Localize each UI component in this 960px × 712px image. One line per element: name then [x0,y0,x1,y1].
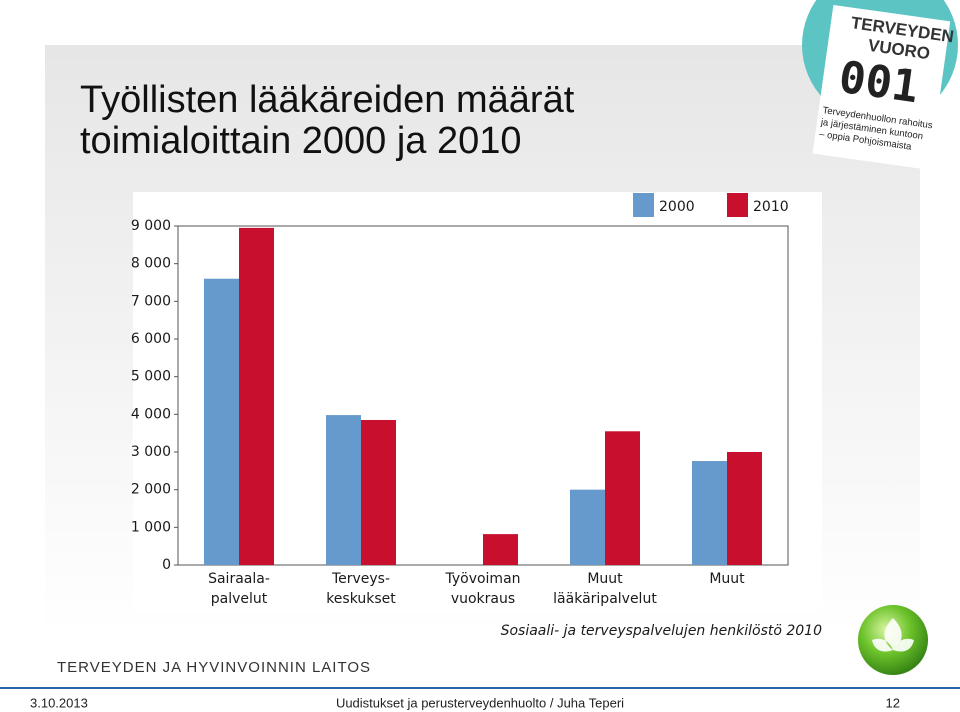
y-tick-label: 1 000 [131,519,171,535]
y-tick-label: 6 000 [131,331,171,347]
x-tick-label: Työvoiman vuokraus [444,571,520,607]
bar [692,461,727,565]
legend-swatch [633,193,654,217]
bar [361,419,396,565]
page-number: 12 [886,695,900,710]
chart-source: Sosiaali- ja terveyspalvelujen henkilöst… [501,623,823,639]
bar [605,431,640,565]
slide-title: Työllisten lääkäreiden määrät [80,79,575,121]
slide-title: toimialoittain 2000 ja 2010 [80,120,522,162]
logo-number: 001 [836,52,922,114]
x-tick-label: Terveys-keskukset [326,571,396,607]
organization: TERVEYDEN JA HYVINVOINNIN LAITOS [57,659,371,676]
y-tick-label: 0 [162,557,171,573]
bar [570,489,605,565]
y-tick-label: 8 000 [131,256,171,272]
y-tick-label: 5 000 [131,369,171,385]
legend-label: 2000 [659,199,695,215]
legend-swatch [727,193,748,217]
bar [727,452,762,565]
x-tick-label: Muut lääkäripalvelut [553,571,657,607]
x-tick-label: Sairaala-palvelut [208,571,270,607]
bar [239,227,274,565]
bar [326,415,361,565]
y-tick-label: 7 000 [131,293,171,309]
footer-text: Uudistukset ja perusterveydenhuolto / Ju… [336,695,624,710]
chart: 0 1 000 2 000 3 000 4 000 5 000 6 000 7 000 8 00… [131,193,789,607]
y-tick-label: 3 000 [131,444,171,460]
y-tick-label: 9 000 [131,218,171,234]
footer-date: 3.10.2013 [30,695,88,710]
ball-emblem [872,618,914,652]
legend-label: 2010 [753,199,789,215]
y-tick-label: 2 000 [131,482,171,498]
logo-card [812,4,951,170]
y-tick-label: 4 000 [131,406,171,422]
logo: TERVEYDEN VUORO 001 Terveydenhuollon rah… [802,0,958,170]
bar [483,534,518,565]
bar [204,278,239,565]
x-tick-label: Muut [709,571,745,587]
